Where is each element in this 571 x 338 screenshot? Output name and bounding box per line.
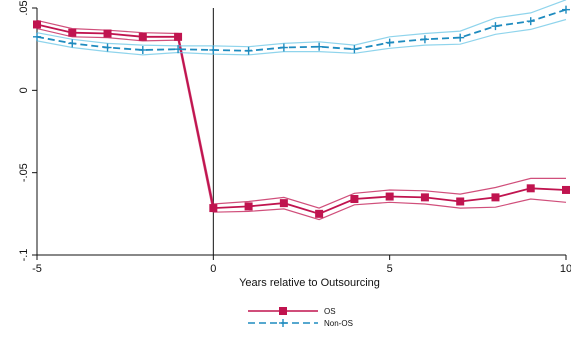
legend-item-non-os: Non-OS bbox=[248, 319, 353, 328]
os-ci-lower-line bbox=[36, 28, 567, 221]
os-point bbox=[279, 199, 288, 208]
os-ci-upper-line bbox=[36, 19, 566, 209]
non-os-point bbox=[562, 5, 570, 14]
legend: OS Non-OS bbox=[248, 307, 353, 328]
non-os-point bbox=[244, 46, 253, 55]
os-point bbox=[562, 185, 570, 194]
non-os-point bbox=[33, 32, 41, 41]
non-os-point bbox=[491, 22, 500, 31]
y-tick-label: 0 bbox=[18, 87, 30, 93]
non-os-point bbox=[420, 35, 429, 44]
series-non-os bbox=[33, 0, 570, 56]
os-point bbox=[315, 209, 324, 218]
non-os-point bbox=[385, 38, 394, 47]
non-os-point bbox=[456, 33, 465, 42]
os-point bbox=[385, 192, 394, 201]
non-os-point bbox=[174, 45, 183, 54]
non-os-point bbox=[350, 45, 359, 54]
y-tick-label: -.1 bbox=[18, 249, 30, 262]
y-ticks: -.1 -.05 0 .05 bbox=[18, 0, 37, 261]
non-os-point bbox=[68, 39, 77, 48]
y-tick-label: -.05 bbox=[18, 163, 30, 182]
axes: -.1 -.05 0 .05 -5 0 5 10 Years relative to Out… bbox=[18, 0, 571, 289]
os-point bbox=[68, 28, 77, 37]
y-tick-label: .05 bbox=[18, 0, 30, 15]
legend-label-non-os: Non-OS bbox=[324, 319, 353, 328]
os-point bbox=[244, 202, 253, 211]
non-os-ci-upper-line bbox=[36, 0, 567, 48]
non-os-point bbox=[138, 45, 147, 54]
non-os-ci-lower-line bbox=[36, 18, 567, 56]
legend-label-os: OS bbox=[324, 307, 336, 316]
non-os-point bbox=[526, 17, 535, 26]
os-point bbox=[103, 29, 112, 38]
x-tick-label: 5 bbox=[387, 263, 393, 275]
os-point bbox=[350, 195, 359, 204]
os-point bbox=[491, 193, 500, 202]
non-os-point bbox=[103, 43, 112, 52]
x-ticks: -5 0 5 10 bbox=[32, 255, 571, 275]
legend-marker-os bbox=[279, 307, 287, 315]
os-point bbox=[174, 32, 183, 41]
os-series-line bbox=[36, 23, 567, 215]
non-os-series-line bbox=[36, 8, 567, 52]
non-os-point bbox=[209, 45, 218, 54]
os-point bbox=[526, 184, 535, 193]
os-point bbox=[420, 193, 429, 202]
legend-marker-non-os bbox=[279, 319, 287, 327]
x-axis-label: Years relative to Outsourcing bbox=[239, 277, 380, 289]
plot-area bbox=[33, 0, 570, 221]
non-os-point bbox=[315, 42, 324, 51]
series-os bbox=[33, 19, 570, 221]
legend-item-os: OS bbox=[248, 307, 336, 316]
os-point bbox=[33, 20, 41, 29]
os-point bbox=[456, 197, 465, 206]
x-tick-label: 10 bbox=[560, 263, 571, 275]
x-tick-label: 0 bbox=[210, 263, 216, 275]
x-tick-label: -5 bbox=[32, 263, 42, 275]
non-os-point bbox=[279, 43, 288, 52]
os-point bbox=[209, 204, 218, 213]
os-point bbox=[138, 32, 147, 41]
